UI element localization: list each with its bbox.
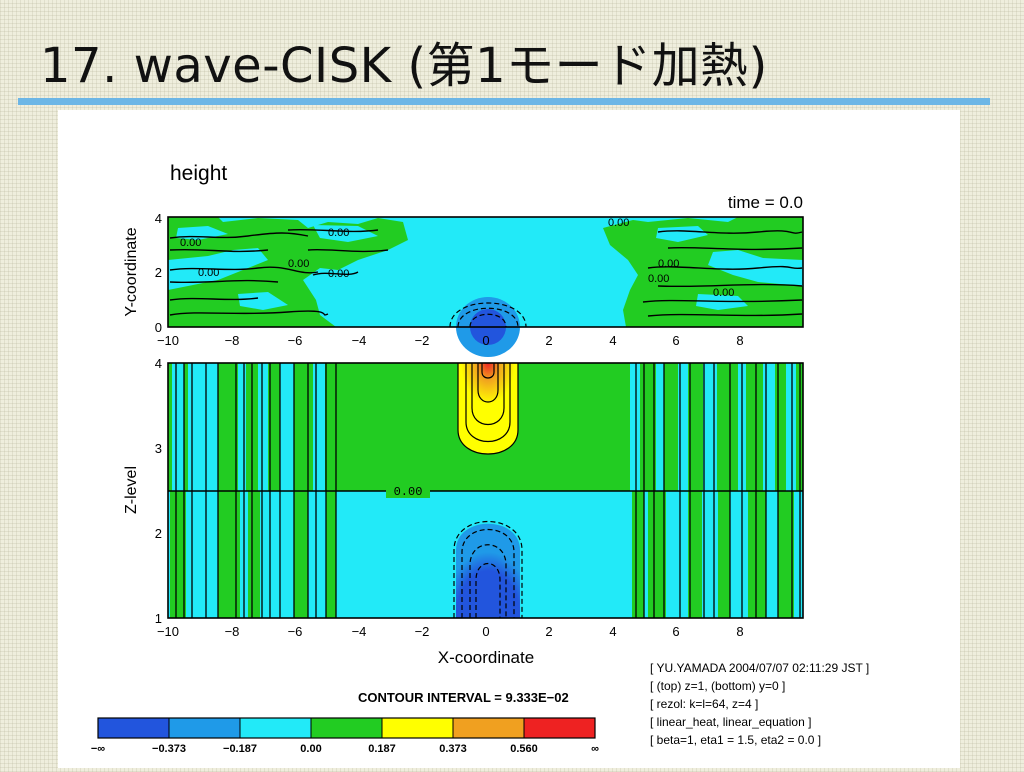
top-y-tick: 0 xyxy=(155,320,162,335)
bottom-x-tick: −8 xyxy=(225,624,240,639)
top-contour-label: 0.00 xyxy=(608,217,629,229)
top-y-tick: 2 xyxy=(155,265,162,280)
top-x-tick: −2 xyxy=(415,333,430,348)
colorbar-swatch xyxy=(240,718,311,738)
bottom-y-tick: 2 xyxy=(155,526,162,541)
bottom-x-tick: 0 xyxy=(482,624,489,639)
panel-title: height xyxy=(170,162,227,185)
colorbar-swatch xyxy=(311,718,382,738)
top-x-tick: 8 xyxy=(736,333,743,348)
run-metadata: [ YU.YAMADA 2004/07/07 02:11:29 JST ] [ … xyxy=(650,661,869,747)
colorbar-swatch xyxy=(382,718,453,738)
time-label: time = 0.0 xyxy=(728,193,803,212)
top-contour-plot: 0.00 0.00 0.00 0.00 0.00 0.00 0.00 0.00 … xyxy=(167,216,804,357)
top-y-axis-label: Y-coordinate xyxy=(123,227,140,316)
top-contour-label: 0.00 xyxy=(648,273,669,285)
colorbar-label: 0.187 xyxy=(368,743,396,755)
bottom-x-tick: −6 xyxy=(288,624,303,639)
contour-figure: height time = 0.0 xyxy=(91,162,869,755)
colorbar-label: −0.373 xyxy=(152,743,186,755)
colorbar-label: 0.560 xyxy=(510,743,538,755)
top-contour-label: 0.00 xyxy=(198,267,219,279)
bottom-contour-plot: 0.00 xyxy=(167,362,804,619)
colorbar-swatch xyxy=(453,718,524,738)
colorbar: −∞ −0.373 −0.187 0.00 0.187 0.373 0.560 … xyxy=(91,717,599,755)
contour-interval: CONTOUR INTERVAL = 9.333E−02 xyxy=(358,690,569,705)
top-x-tick: 4 xyxy=(609,333,616,348)
colorbar-label: 0.373 xyxy=(439,743,467,755)
colorbar-swatch xyxy=(169,718,240,738)
top-contour-label: 0.00 xyxy=(288,258,309,270)
colorbar-label: ∞ xyxy=(591,743,599,755)
title-underline xyxy=(18,98,990,105)
top-x-tick: −10 xyxy=(157,333,179,348)
top-x-tick: −8 xyxy=(225,333,240,348)
bottom-x-tick: 4 xyxy=(609,624,616,639)
bottom-x-tick: −2 xyxy=(415,624,430,639)
colorbar-swatch xyxy=(524,718,595,738)
metadata-line: [ (top) z=1, (bottom) y=0 ] xyxy=(650,679,785,693)
slide-title: 17. wave-CISK (第1モード加熱) xyxy=(40,38,768,94)
top-x-tick: 2 xyxy=(545,333,552,348)
colorbar-label: −0.187 xyxy=(223,743,257,755)
colorbar-label: 0.00 xyxy=(300,743,321,755)
bottom-y-axis-label: Z-level xyxy=(123,466,140,514)
bottom-x-axis-label: X-coordinate xyxy=(438,648,534,667)
top-x-tick: 0 xyxy=(482,333,489,348)
zero-line-label: 0.00 xyxy=(394,485,423,499)
top-y-tick: 4 xyxy=(155,211,162,226)
metadata-line: [ beta=1, eta1 = 1.5, eta2 = 0.0 ] xyxy=(650,733,821,747)
top-x-tick: −6 xyxy=(288,333,303,348)
bottom-x-tick: 2 xyxy=(545,624,552,639)
metadata-line: [ linear_heat, linear_equation ] xyxy=(650,715,811,729)
bottom-x-tick: −10 xyxy=(157,624,179,639)
metadata-line: [ rezol: k=l=64, z=4 ] xyxy=(650,697,758,711)
bottom-x-tick: 8 xyxy=(736,624,743,639)
colorbar-swatch xyxy=(98,718,169,738)
bottom-y-tick: 1 xyxy=(155,611,162,626)
top-contour-label: 0.00 xyxy=(713,287,734,299)
colorbar-label: −∞ xyxy=(91,743,105,755)
top-contour-label: 0.00 xyxy=(328,227,349,239)
top-x-tick: −4 xyxy=(352,333,367,348)
top-contour-label: 0.00 xyxy=(658,258,679,270)
bottom-y-tick: 3 xyxy=(155,441,162,456)
bottom-x-tick: 6 xyxy=(672,624,679,639)
bottom-x-tick: −4 xyxy=(352,624,367,639)
contour-figure-panel: height time = 0.0 xyxy=(58,110,960,768)
top-x-tick: 6 xyxy=(672,333,679,348)
bottom-y-tick: 4 xyxy=(155,356,162,371)
top-contour-label: 0.00 xyxy=(328,268,349,280)
metadata-line: [ YU.YAMADA 2004/07/07 02:11:29 JST ] xyxy=(650,661,869,675)
top-contour-label: 0.00 xyxy=(180,237,201,249)
